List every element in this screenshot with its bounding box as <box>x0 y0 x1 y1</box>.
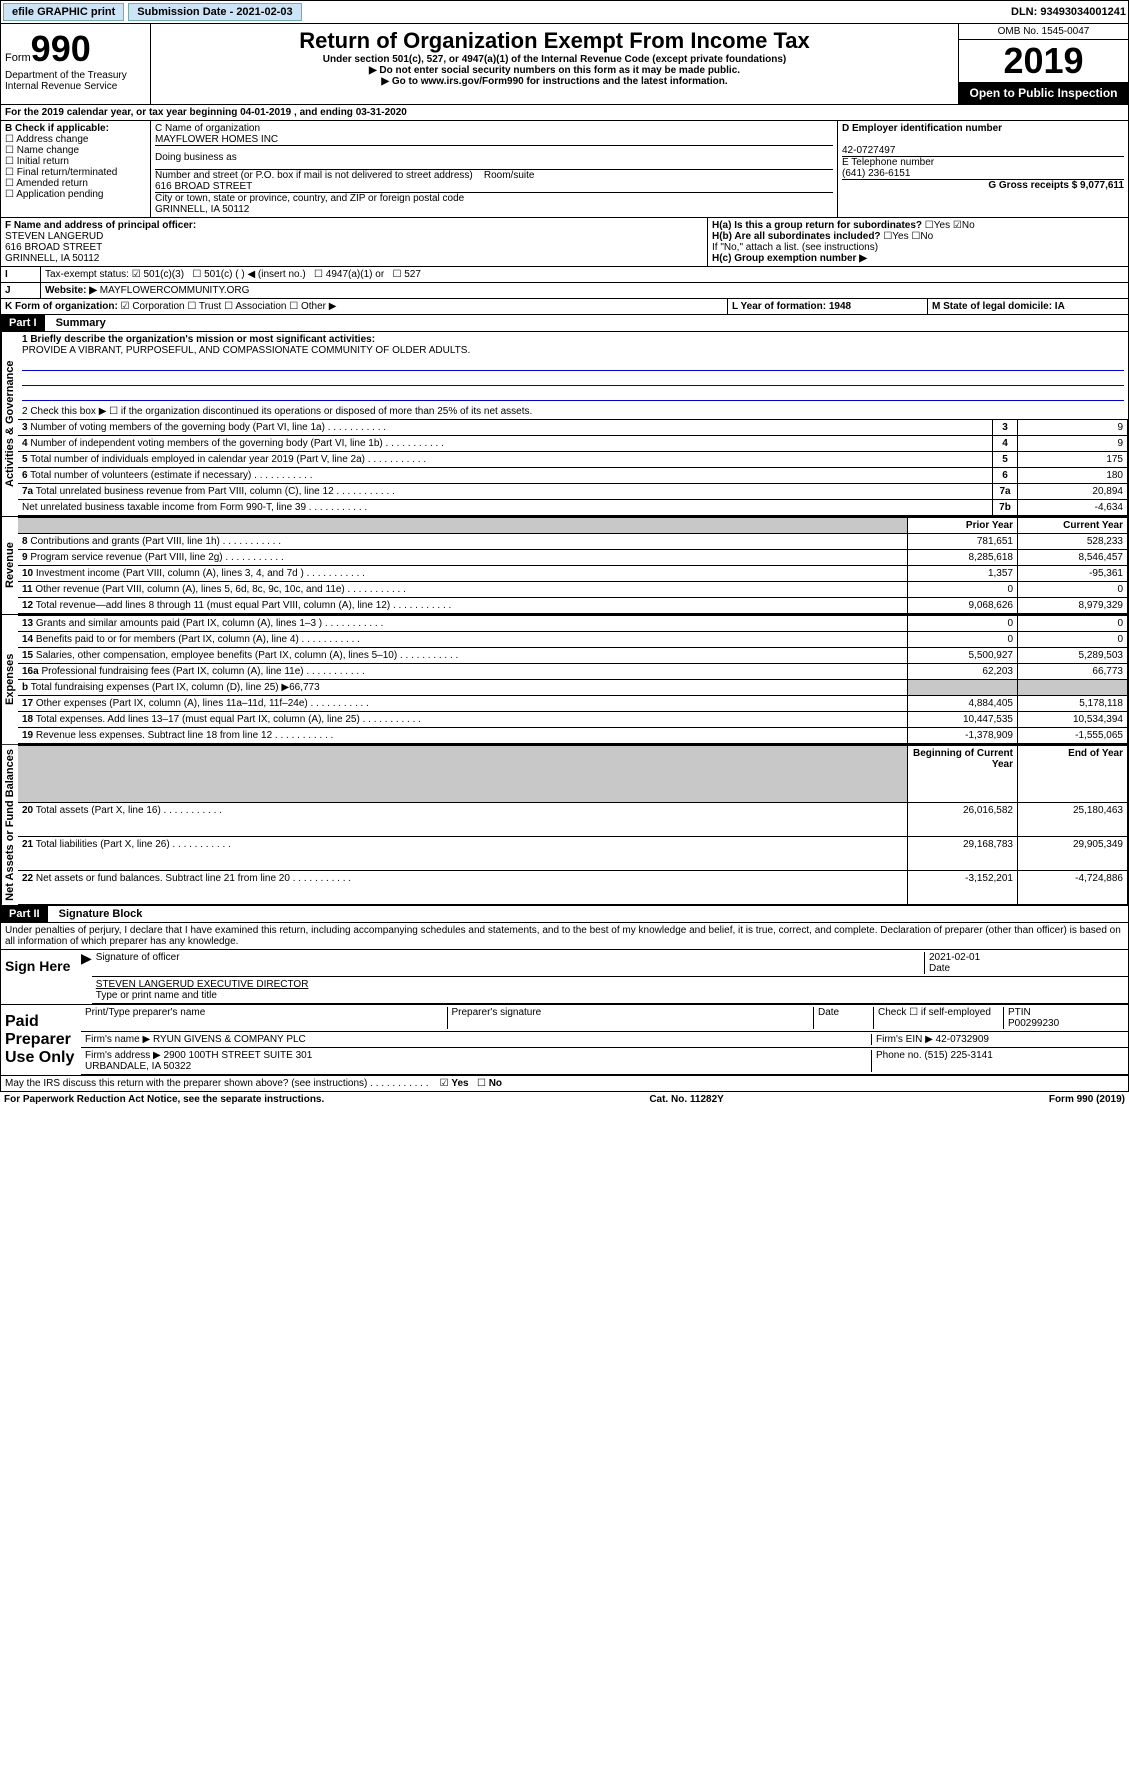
b-opt: ☐ Address change <box>5 134 88 145</box>
room-lbl: Room/suite <box>484 170 535 181</box>
period: For the 2019 calendar year, or tax year … <box>1 105 411 120</box>
efile-btn[interactable]: efile GRAPHIC print <box>3 3 124 21</box>
table-row: 18 Total expenses. Add lines 13–17 (must… <box>18 712 1128 728</box>
sub1: Under section 501(c), 527, or 4947(a)(1)… <box>155 54 954 65</box>
decl: Under penalties of perjury, I declare th… <box>0 923 1129 950</box>
footer-mid: Cat. No. 11282Y <box>649 1094 723 1105</box>
year: 2019 <box>959 40 1128 82</box>
d-val: 42-0727497 <box>842 145 895 156</box>
section-net: Net Assets or Fund Balances <box>1 745 18 905</box>
footer-right: Form 990 (2019) <box>1049 1094 1125 1105</box>
part2-title: Part II <box>1 906 48 922</box>
sub3: ▶ Go to www.irs.gov/Form990 for instruct… <box>381 76 727 87</box>
part2-sub: Signature Block <box>51 908 143 920</box>
c-name: MAYFLOWER HOMES INC <box>155 134 278 145</box>
b-opt: ☐ Name change <box>5 145 79 156</box>
sig-name: STEVEN LANGERUD EXECUTIVE DIRECTOR <box>96 979 309 990</box>
dba-lbl: Doing business as <box>155 152 237 163</box>
table-row: 15 Salaries, other compensation, employe… <box>18 648 1128 664</box>
table-row: 19 Revenue less expenses. Subtract line … <box>18 728 1128 744</box>
table-row: 9 Program service revenue (Part VIII, li… <box>18 550 1128 566</box>
title: Return of Organization Exempt From Incom… <box>155 28 954 54</box>
table-row: 5 Total number of individuals employed i… <box>18 452 1128 468</box>
q2: 2 Check this box ▶ ☐ if the organization… <box>18 404 1128 419</box>
table-row: 10 Investment income (Part VIII, column … <box>18 566 1128 582</box>
table-row: 4 Number of independent voting members o… <box>18 436 1128 452</box>
form-number: 990 <box>31 28 91 69</box>
addr-lbl: Number and street (or P.O. box if mail i… <box>155 170 473 181</box>
j-val: MAYFLOWERCOMMUNITY.ORG <box>100 285 250 296</box>
c-lbl: C Name of organization <box>155 123 260 134</box>
m-lbl: M State of legal domicile: IA <box>932 301 1065 312</box>
hb-lbl: H(b) Are all subordinates included? <box>712 231 881 242</box>
part1-sub: Summary <box>48 317 106 329</box>
form-label: Form <box>5 52 31 64</box>
b-label: B Check if applicable: <box>5 123 109 134</box>
f-lbl: F Name and address of principal officer: <box>5 220 196 231</box>
dept: Department of the Treasury Internal Reve… <box>5 70 146 92</box>
f-name: STEVEN LANGERUD <box>5 231 103 242</box>
q1: 1 Briefly describe the organization's mi… <box>22 334 375 345</box>
table-row: 7a Total unrelated business revenue from… <box>18 484 1128 500</box>
table-row: b Total fundraising expenses (Part IX, c… <box>18 680 1128 696</box>
section-gov: Activities & Governance <box>1 332 18 516</box>
table-row: 12 Total revenue—add lines 8 through 11 … <box>18 598 1128 614</box>
sig-off: Signature of officer <box>96 952 924 974</box>
b-opt: ☐ Final return/terminated <box>5 167 117 178</box>
paid-prep: Paid Preparer Use Only <box>1 1005 81 1075</box>
footer-left: For Paperwork Reduction Act Notice, see … <box>4 1094 324 1105</box>
table-row: 21 Total liabilities (Part X, line 26)29… <box>18 837 1128 871</box>
b-opt: ☐ Application pending <box>5 189 104 200</box>
hc-lbl: H(c) Group exemption number ▶ <box>712 253 867 264</box>
table-row: 17 Other expenses (Part IX, column (A), … <box>18 696 1128 712</box>
table-row: 6 Total number of volunteers (estimate i… <box>18 468 1128 484</box>
b-opt: ☐ Amended return <box>5 178 88 189</box>
entity-block: B Check if applicable: ☐ Address change … <box>0 121 1129 218</box>
g-lbl: G Gross receipts $ 9,077,611 <box>988 180 1124 191</box>
addr: 616 BROAD STREET <box>155 181 252 192</box>
l-lbl: L Year of formation: 1948 <box>732 301 851 312</box>
city: GRINNELL, IA 50112 <box>155 204 249 215</box>
table-row: 3 Number of voting members of the govern… <box>18 420 1128 436</box>
header: Form990 Department of the Treasury Inter… <box>0 24 1129 105</box>
f-addr: 616 BROAD STREET GRINNELL, IA 50112 <box>5 242 102 264</box>
table-row: 16a Professional fundraising fees (Part … <box>18 664 1128 680</box>
k-lbl: K Form of organization: <box>5 301 118 312</box>
e-lbl: E Telephone number <box>842 157 934 168</box>
dln: DLN: 93493034001241 <box>1011 6 1126 18</box>
table-row: 8 Contributions and grants (Part VIII, l… <box>18 534 1128 550</box>
i-lbl: Tax-exempt status: <box>45 269 129 280</box>
table-row: 22 Net assets or fund balances. Subtract… <box>18 870 1128 904</box>
b-opt: ☐ Initial return <box>5 156 69 167</box>
omb: OMB No. 1545-0047 <box>959 24 1128 40</box>
table-row: Net unrelated business taxable income fr… <box>18 500 1128 516</box>
open-public: Open to Public Inspection <box>959 82 1128 104</box>
hb-note: If "No," attach a list. (see instruction… <box>712 242 878 253</box>
part1-title: Part I <box>1 315 45 331</box>
j-lbl: Website: ▶ <box>45 285 97 296</box>
section-exp: Expenses <box>1 615 18 744</box>
sign-here: Sign Here <box>1 950 81 1004</box>
table-row: 13 Grants and similar amounts paid (Part… <box>18 616 1128 632</box>
subdate-btn[interactable]: Submission Date - 2021-02-03 <box>128 3 301 21</box>
table-row: 20 Total assets (Part X, line 16)26,016,… <box>18 803 1128 837</box>
city-lbl: City or town, state or province, country… <box>155 193 464 204</box>
a1: PROVIDE A VIBRANT, PURPOSEFUL, AND COMPA… <box>22 345 470 356</box>
table-row: 14 Benefits paid to or for members (Part… <box>18 632 1128 648</box>
table-row: 11 Other revenue (Part VIII, column (A),… <box>18 582 1128 598</box>
discuss: May the IRS discuss this return with the… <box>5 1078 367 1089</box>
sub2: ▶ Do not enter social security numbers o… <box>155 65 954 76</box>
e-val: (641) 236-6151 <box>842 168 910 179</box>
ha-lbl: H(a) Is this a group return for subordin… <box>712 220 922 231</box>
d-lbl: D Employer identification number <box>842 123 1002 134</box>
top-bar: efile GRAPHIC print Submission Date - 20… <box>0 0 1129 24</box>
section-rev: Revenue <box>1 517 18 614</box>
